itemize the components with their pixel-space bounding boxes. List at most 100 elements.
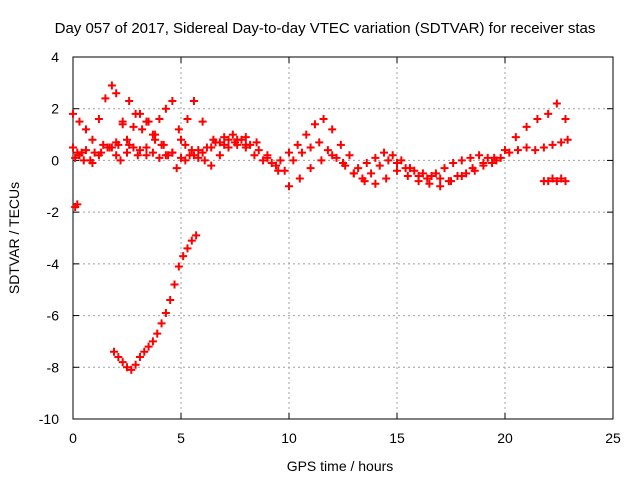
data-point bbox=[384, 156, 393, 165]
data-point bbox=[531, 146, 540, 155]
data-point bbox=[112, 151, 121, 160]
x-tick-label: 0 bbox=[69, 430, 77, 446]
data-point bbox=[466, 153, 475, 162]
data-point bbox=[198, 117, 207, 126]
data-point bbox=[259, 156, 268, 165]
data-point bbox=[220, 140, 229, 149]
data-point bbox=[142, 117, 151, 126]
data-point bbox=[479, 159, 488, 168]
data-point bbox=[295, 174, 304, 183]
data-point bbox=[69, 143, 77, 152]
data-point bbox=[345, 151, 354, 160]
data-point bbox=[118, 120, 127, 129]
data-point bbox=[123, 148, 131, 157]
data-point bbox=[425, 179, 434, 188]
data-point bbox=[414, 171, 423, 180]
series-track-b bbox=[69, 81, 570, 191]
data-point bbox=[548, 140, 557, 149]
data-point bbox=[166, 296, 175, 305]
data-points bbox=[69, 81, 572, 374]
data-point bbox=[293, 140, 302, 149]
data-point bbox=[114, 140, 123, 149]
data-point bbox=[207, 143, 216, 152]
data-point bbox=[123, 363, 131, 372]
data-point bbox=[306, 143, 315, 152]
y-tick-label: 2 bbox=[51, 101, 59, 117]
data-point bbox=[224, 143, 233, 152]
data-point bbox=[189, 151, 198, 160]
data-point bbox=[561, 115, 570, 124]
y-tick-label: -4 bbox=[47, 256, 60, 272]
data-point bbox=[431, 169, 440, 178]
data-point bbox=[462, 169, 471, 178]
data-point bbox=[198, 148, 207, 157]
data-point bbox=[161, 308, 170, 317]
data-point bbox=[233, 135, 242, 144]
data-point bbox=[73, 200, 82, 209]
data-point bbox=[360, 177, 369, 186]
data-point bbox=[393, 159, 401, 168]
data-point bbox=[181, 140, 190, 149]
data-point bbox=[272, 161, 281, 170]
data-point bbox=[539, 143, 548, 152]
series-track-a bbox=[69, 130, 572, 186]
data-point bbox=[135, 352, 144, 361]
data-point bbox=[228, 130, 237, 139]
data-point bbox=[118, 358, 127, 367]
data-point bbox=[172, 164, 181, 173]
data-point bbox=[148, 148, 157, 157]
data-point bbox=[105, 143, 114, 152]
data-point bbox=[405, 164, 414, 173]
data-point bbox=[181, 156, 190, 165]
data-point bbox=[101, 94, 110, 103]
data-point bbox=[179, 252, 188, 261]
data-point bbox=[306, 164, 315, 173]
data-point bbox=[73, 148, 82, 157]
data-point bbox=[157, 319, 166, 328]
data-point bbox=[131, 360, 140, 369]
data-point bbox=[125, 140, 134, 149]
data-point bbox=[220, 133, 229, 142]
y-tick-label: -10 bbox=[39, 411, 59, 427]
data-point bbox=[436, 174, 445, 183]
data-point bbox=[183, 115, 192, 124]
data-point bbox=[200, 156, 209, 165]
data-point bbox=[177, 135, 185, 144]
data-point bbox=[563, 135, 572, 144]
data-point bbox=[367, 169, 376, 178]
data-point bbox=[488, 159, 497, 168]
data-point bbox=[427, 171, 436, 180]
data-point bbox=[79, 156, 88, 165]
y-tick-label: 0 bbox=[51, 152, 59, 168]
data-point bbox=[274, 166, 283, 175]
data-point bbox=[362, 159, 371, 168]
x-tick-label: 10 bbox=[281, 430, 297, 446]
data-point bbox=[447, 177, 455, 186]
data-point bbox=[107, 81, 116, 90]
data-point bbox=[177, 153, 185, 162]
data-point bbox=[81, 146, 90, 155]
data-point bbox=[533, 115, 542, 124]
data-point bbox=[155, 153, 164, 162]
data-point bbox=[297, 148, 306, 157]
data-point bbox=[267, 159, 276, 168]
y-tick-label: -6 bbox=[47, 308, 60, 324]
data-point bbox=[457, 171, 466, 180]
data-point bbox=[241, 140, 250, 149]
data-point bbox=[436, 182, 445, 191]
data-point bbox=[142, 143, 151, 152]
data-point bbox=[148, 337, 157, 346]
data-point bbox=[552, 177, 561, 186]
data-point bbox=[449, 159, 458, 168]
data-point bbox=[561, 177, 570, 186]
y-tick-label: 4 bbox=[51, 49, 59, 65]
series-isolated bbox=[71, 200, 82, 211]
data-point bbox=[129, 143, 138, 152]
data-point bbox=[88, 135, 97, 144]
data-point bbox=[94, 115, 103, 124]
data-point bbox=[174, 262, 183, 271]
data-point bbox=[129, 122, 138, 131]
data-point bbox=[548, 174, 557, 183]
data-point bbox=[475, 151, 484, 160]
